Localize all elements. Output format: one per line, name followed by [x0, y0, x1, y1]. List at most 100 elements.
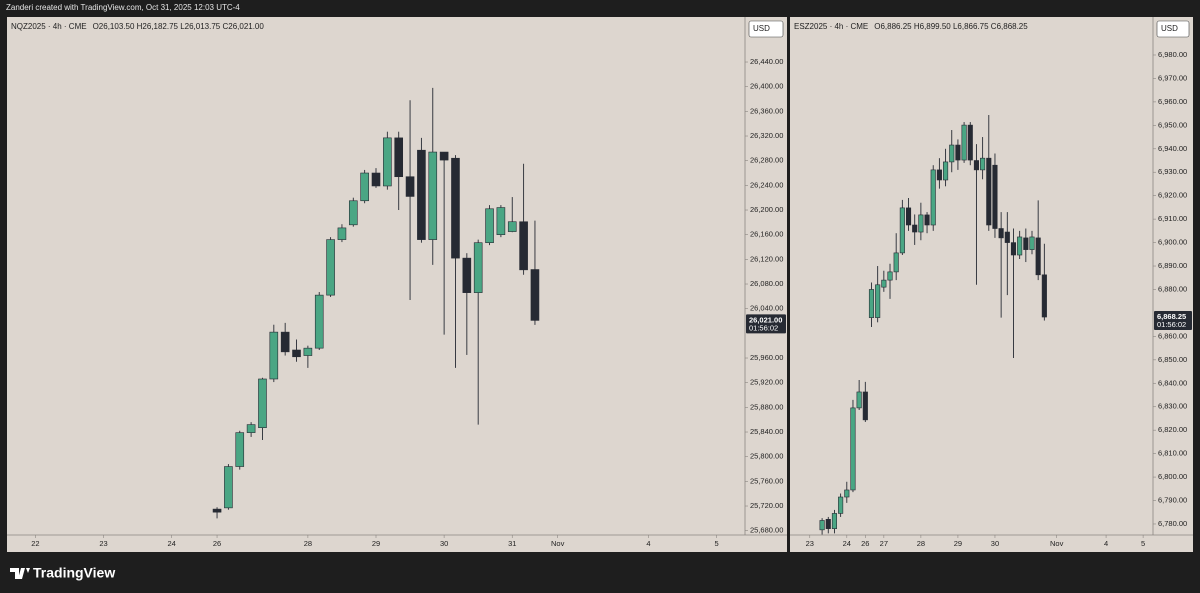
plot-background	[7, 17, 787, 552]
candle-body	[893, 252, 899, 273]
currency-box	[1156, 20, 1190, 38]
y-tick-label: 6,890.00	[1158, 261, 1187, 270]
candle-body	[507, 221, 517, 232]
x-tick-label: 22	[31, 539, 39, 548]
y-tick-label: 6,790.00	[1158, 496, 1187, 505]
y-tick-label: 25,720.00	[750, 501, 783, 510]
x-tick-label: 23	[806, 539, 814, 548]
x-tick-label: 4	[646, 539, 650, 548]
candle-body	[967, 124, 973, 161]
y-tick-label: 26,320.00	[750, 131, 783, 140]
candle-body	[955, 144, 961, 161]
header: Zanderi created with TradingView.com, Oc…	[6, 3, 240, 12]
symbol-label: NQZ2025 · 4h · CME	[11, 22, 87, 31]
x-tick-label: 26	[213, 539, 221, 548]
candle-body	[303, 347, 313, 356]
y-tick-label: 6,960.00	[1158, 97, 1187, 106]
candle-body	[428, 151, 438, 240]
y-tick-label: 6,970.00	[1158, 73, 1187, 82]
y-tick-label: 6,810.00	[1158, 449, 1187, 458]
y-tick-label: 26,160.00	[750, 230, 783, 239]
chart-panel: 6,780.00 6,790.00 6,800.00 6,810.00 6,820.00…	[790, 17, 1193, 552]
candle-body	[314, 294, 324, 349]
candle-body	[868, 289, 875, 318]
x-tick-label: 31	[508, 539, 516, 548]
x-tick-label: 29	[372, 539, 380, 548]
x-tick-label: 29	[954, 539, 962, 548]
candle-body	[1004, 231, 1010, 243]
candle-body	[825, 518, 831, 529]
candle-body	[360, 172, 369, 202]
candle-body	[887, 271, 893, 281]
candle-body	[831, 513, 837, 529]
y-tick-label: 6,940.00	[1158, 144, 1187, 153]
candle-body	[246, 424, 256, 433]
y-tick-label: 6,850.00	[1158, 355, 1187, 364]
y-tick-label: 6,980.00	[1158, 50, 1187, 59]
candle-body	[912, 224, 918, 233]
candle-body	[961, 124, 967, 161]
y-tick-label: 6,820.00	[1158, 425, 1187, 434]
candle-body	[439, 151, 449, 161]
candle-body	[1010, 242, 1017, 256]
candle-body	[473, 242, 483, 293]
candle-body	[292, 349, 301, 358]
y-tick-label: 6,840.00	[1158, 378, 1187, 387]
x-tick-label: 28	[304, 539, 312, 548]
candle-body	[337, 227, 347, 240]
currency-label: USD	[753, 24, 770, 33]
footer-brand: TradingView	[33, 565, 115, 581]
ohlc-label: O6,886.25 H6,899.50 L6,866.75 C6,868.25	[874, 22, 1028, 31]
candle-body	[850, 407, 856, 491]
candle-body	[943, 161, 949, 181]
last-price-label: 6,868.25	[1157, 312, 1186, 321]
y-tick-label: 6,800.00	[1158, 472, 1187, 481]
candle-body	[973, 160, 979, 171]
currency-label: USD	[1161, 24, 1178, 33]
candle-body	[496, 207, 506, 235]
y-tick-label: 6,830.00	[1158, 402, 1187, 411]
y-tick-label: 6,950.00	[1158, 120, 1187, 129]
candle-body	[348, 200, 358, 226]
y-tick-label: 25,840.00	[750, 427, 783, 436]
x-tick-label: 23	[99, 539, 107, 548]
x-tick-label: Nov	[1050, 539, 1064, 548]
candle-body	[980, 157, 986, 171]
candle-body	[998, 228, 1004, 239]
symbol-label: ESZ2025 · 4h · CME	[794, 22, 868, 31]
y-tick-label: 25,760.00	[750, 476, 783, 485]
y-tick-label: 26,440.00	[750, 57, 783, 66]
y-tick-label: 6,930.00	[1158, 167, 1187, 176]
candle-body	[269, 331, 279, 380]
x-tick-label: 26	[861, 539, 869, 548]
y-tick-label: 26,120.00	[750, 254, 783, 263]
candle-body	[949, 144, 955, 163]
y-tick-label: 26,240.00	[750, 180, 783, 189]
candle-body	[258, 378, 267, 429]
last-price-label: 26,021.00	[749, 315, 782, 324]
candle-body	[819, 520, 825, 531]
y-tick-label: 25,680.00	[750, 526, 783, 535]
candle-body	[1035, 237, 1041, 276]
candle-body	[224, 466, 233, 509]
x-tick-label: 5	[715, 539, 719, 548]
y-tick-label: 6,910.00	[1158, 214, 1187, 223]
y-tick-label: 26,080.00	[750, 279, 783, 288]
candle-body	[918, 214, 924, 233]
x-tick-label: 5	[1141, 539, 1145, 548]
candle-body	[1029, 236, 1035, 250]
candle-body	[530, 269, 540, 321]
candle-body	[930, 169, 936, 226]
candle-body	[451, 157, 460, 259]
x-tick-label: 30	[991, 539, 999, 548]
candle-body	[1017, 236, 1023, 256]
y-tick-label: 6,880.00	[1158, 284, 1187, 293]
last-price-box	[746, 314, 786, 334]
y-tick-label: 6,920.00	[1158, 191, 1187, 200]
plot-background	[790, 17, 1193, 552]
candle-body	[881, 279, 887, 288]
candle-body	[394, 137, 404, 178]
y-tick-label: 25,880.00	[750, 402, 783, 411]
candle-body	[462, 257, 472, 293]
x-tick-label: 4	[1104, 539, 1108, 548]
